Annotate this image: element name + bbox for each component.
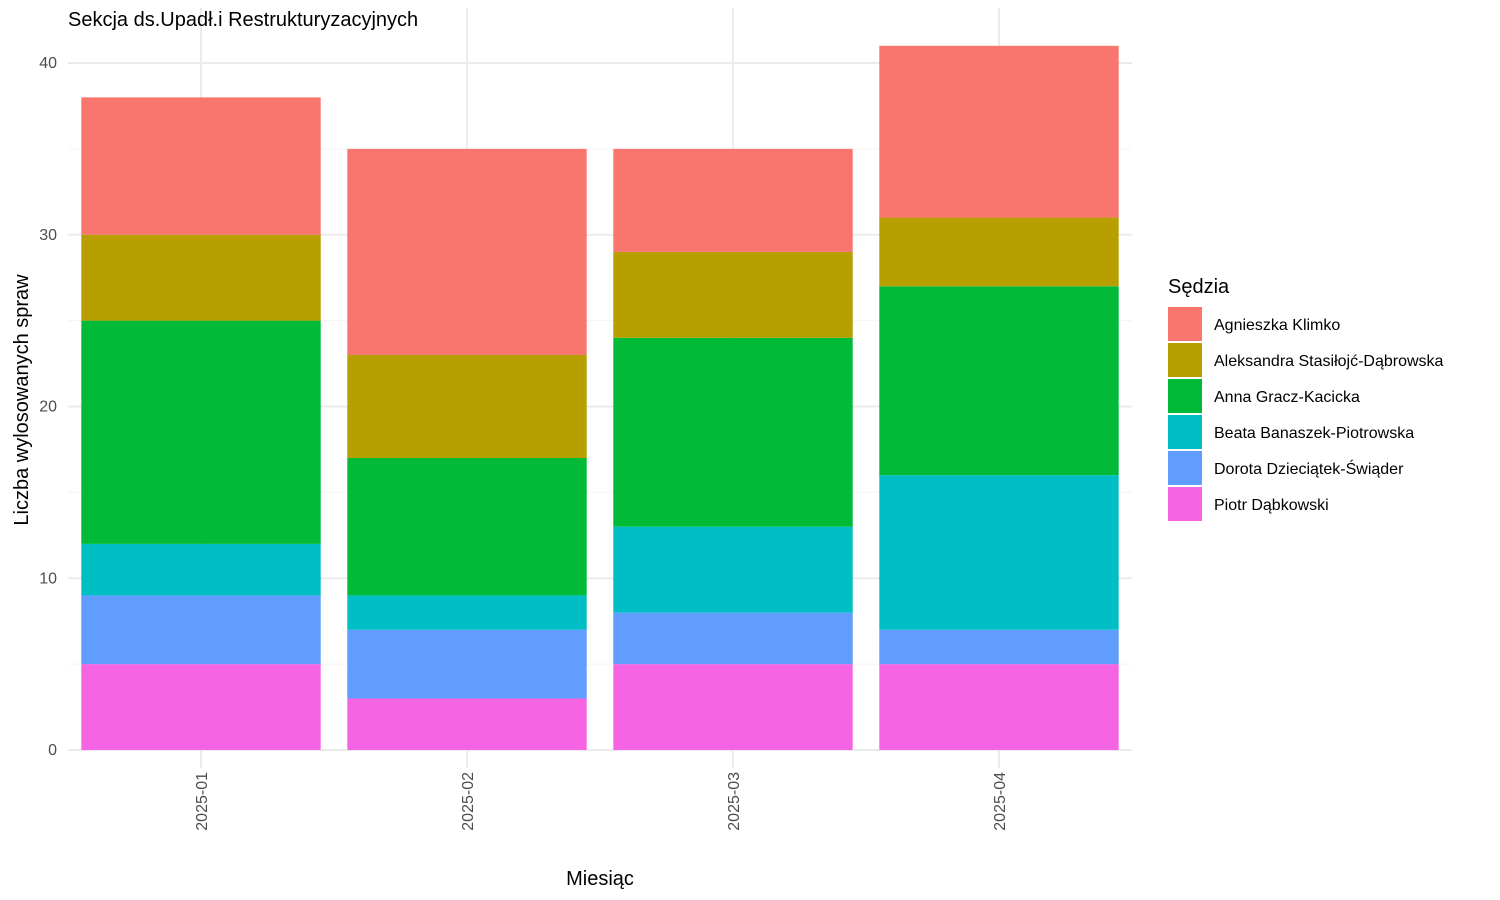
- bar-segment: [347, 354, 587, 459]
- bar-segment: [81, 543, 321, 596]
- y-axis-title: Liczba wylosowanych spraw: [11, 274, 33, 526]
- legend: Sędzia Agnieszka Klimko Aleksandra Stasił…: [1168, 276, 1444, 521]
- bar-segment: [613, 148, 853, 252]
- legend-label: Piotr Dąbkowski: [1214, 497, 1329, 514]
- bar-segment: [879, 217, 1119, 287]
- legend-swatch: [1168, 379, 1202, 413]
- legend-swatch: [1168, 343, 1202, 377]
- bar-segment: [613, 612, 853, 665]
- x-tick-label: 2025-01: [194, 772, 211, 831]
- legend-items: Agnieszka Klimko Aleksandra Stasiłojć-Dąb…: [1168, 307, 1444, 521]
- chart-title: Sekcja ds.Upadł.i Restrukturyzacyjnych: [68, 9, 418, 31]
- x-tick-label: 2025-03: [726, 772, 743, 831]
- bar-segment: [347, 629, 587, 699]
- bars: [81, 45, 1119, 750]
- legend-swatch: [1168, 487, 1202, 521]
- bar-segment: [347, 148, 587, 355]
- bar-segment: [81, 320, 321, 544]
- bar-segment: [879, 475, 1119, 630]
- y-tick-labels: 0 10 20 30 40: [39, 55, 57, 759]
- legend-swatch: [1168, 307, 1202, 341]
- y-tick-label: 10: [39, 570, 57, 587]
- y-tick-label: 30: [39, 227, 57, 244]
- legend-label: Aleksandra Stasiłojć-Dąbrowska: [1214, 353, 1444, 370]
- bar-segment: [613, 526, 853, 613]
- x-tick-label: 2025-04: [992, 772, 1009, 831]
- bar-segment: [347, 698, 587, 750]
- bar-segment: [81, 595, 321, 665]
- bar-segment: [879, 664, 1119, 750]
- y-tick-label: 0: [48, 742, 57, 759]
- bar-segment: [613, 337, 853, 527]
- bar-segment: [879, 629, 1119, 665]
- legend-label: Anna Gracz-Kacicka: [1214, 389, 1360, 406]
- bar-segment: [81, 664, 321, 750]
- bar-segment: [879, 286, 1119, 476]
- x-tick-label: 2025-02: [460, 772, 477, 831]
- bar-segment: [613, 251, 853, 338]
- legend-label: Agnieszka Klimko: [1214, 317, 1340, 334]
- legend-swatch: [1168, 451, 1202, 485]
- bar-segment: [347, 595, 587, 630]
- x-axis-title: Miesiąc: [566, 868, 634, 890]
- bar-segment: [347, 458, 587, 596]
- bar-segment: [613, 664, 853, 750]
- x-tick-labels: 2025-01 2025-02 2025-03 2025-04: [194, 772, 1009, 831]
- legend-label: Dorota Dzieciątek-Świąder: [1214, 459, 1404, 478]
- bar-segment: [81, 234, 321, 321]
- y-tick-label: 40: [39, 55, 57, 72]
- bar-segment: [81, 97, 321, 235]
- bar-segment: [879, 45, 1119, 218]
- legend-swatch: [1168, 415, 1202, 449]
- legend-title: Sędzia: [1168, 276, 1230, 298]
- legend-label: Beata Banaszek-Piotrowska: [1214, 425, 1414, 442]
- y-tick-label: 20: [39, 399, 57, 416]
